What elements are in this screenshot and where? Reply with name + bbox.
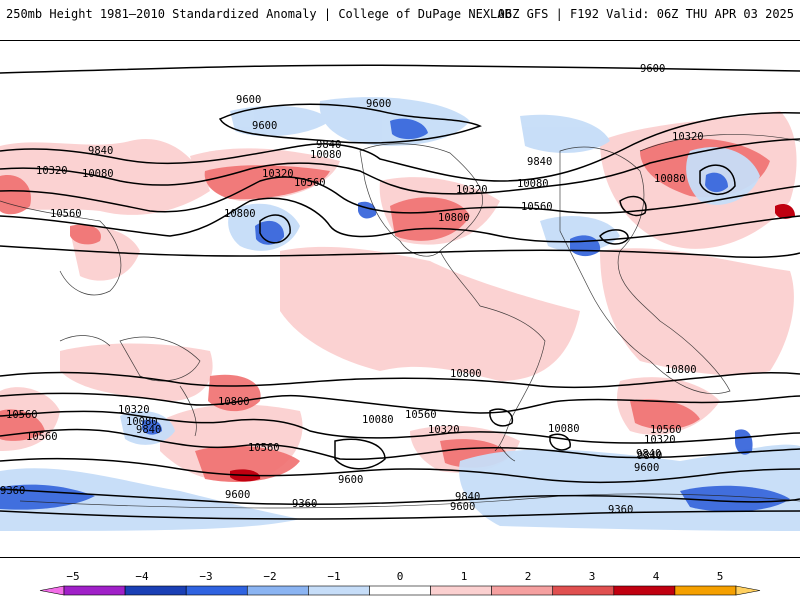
legend-tick-label: −2 <box>263 570 276 583</box>
legend-color-bar <box>39 585 761 596</box>
contour-label: 9600 <box>366 98 391 110</box>
legend-tick-label: −3 <box>199 570 212 583</box>
legend-svg: −5 −4 −3 −2 −1 0 1 2 3 4 5 <box>39 570 761 596</box>
contour-label: 10560 <box>294 177 326 189</box>
contour-label: 9840 <box>88 145 113 157</box>
contour-label: 10320 <box>36 165 68 177</box>
legend-swatch <box>552 585 615 596</box>
legend-swatch <box>613 585 676 596</box>
contour-label: 9840 <box>636 448 661 460</box>
contour-label: 9360 <box>292 498 317 510</box>
contour-label: 10080 <box>548 423 580 435</box>
legend-swatch <box>63 585 126 596</box>
height-contours <box>0 64 800 520</box>
legend-swatch <box>430 585 492 596</box>
legend-tick-label: 3 <box>589 570 596 583</box>
legend-swatch <box>185 585 248 596</box>
legend-tick-label: −5 <box>66 570 79 583</box>
legend-tick-label: −1 <box>327 570 340 583</box>
contour-label: 10080 <box>82 168 114 180</box>
contour-label: 9360 <box>0 485 25 497</box>
contour-label: 9600 <box>640 63 665 75</box>
contour-label: 9600 <box>450 501 475 513</box>
contour-label: 9600 <box>225 489 250 501</box>
contour-label: 9600 <box>252 120 277 132</box>
contour-label: 9600 <box>338 474 363 486</box>
legend-swatch <box>39 585 65 596</box>
legend-tick-label: 4 <box>653 570 660 583</box>
anomaly-map: 9600 9600 9600 9600 9840 9840 9840 10080… <box>0 40 800 558</box>
run-info: 06Z GFS | F192 Valid: 06Z THU APR 03 202… <box>497 7 794 21</box>
contour-label: 10800 <box>450 368 482 380</box>
contour-label: 9600 <box>236 94 261 106</box>
contour-label: 10560 <box>248 442 280 454</box>
legend-tick-label: 5 <box>717 570 724 583</box>
coastlines <box>0 134 800 509</box>
contour-label: 10080 <box>126 416 158 428</box>
contour-label: 10320 <box>428 424 460 436</box>
contour-label: 10560 <box>650 424 682 436</box>
contour-label: 10080 <box>310 149 342 161</box>
contour-labels: 9600 9600 9600 9600 9840 9840 9840 10080… <box>0 63 704 516</box>
legend-swatch <box>308 585 370 596</box>
legend-tick-label: −4 <box>135 570 149 583</box>
contour-label: 10800 <box>665 364 697 376</box>
header: 250mb Height 1981–2010 Standardized Anom… <box>0 0 800 40</box>
legend-swatch <box>491 585 554 596</box>
contour-label: 10560 <box>405 409 437 421</box>
legend-tick-label: 1 <box>461 570 468 583</box>
map-title: 250mb Height 1981–2010 Standardized Anom… <box>6 7 512 21</box>
contour-label: 10080 <box>517 178 549 190</box>
legend-tick-labels: −5 −4 −3 −2 −1 0 1 2 3 4 5 <box>66 570 723 583</box>
contour-label: 10320 <box>672 131 704 143</box>
contour-label: 10560 <box>521 201 553 213</box>
contour-label: 10800 <box>438 212 470 224</box>
legend-swatch <box>124 585 187 596</box>
contour-label: 10800 <box>218 396 250 408</box>
contour-label: 9600 <box>634 462 659 474</box>
contour-label: 9840 <box>527 156 552 168</box>
legend-tick-label: 2 <box>525 570 532 583</box>
color-legend: −5 −4 −3 −2 −1 0 1 2 3 4 5 <box>0 568 800 600</box>
contour-label: 9840 <box>455 491 480 503</box>
contour-label: 9840 <box>136 424 161 436</box>
contour-label: 10560 <box>50 208 82 220</box>
contour-label: 10080 <box>654 173 686 185</box>
legend-swatch <box>246 585 309 596</box>
legend-tick-label: 0 <box>397 570 404 583</box>
contour-label: 10320 <box>456 184 488 196</box>
contour-label: 10320 <box>262 168 294 180</box>
contour-label: 10320 <box>644 434 676 446</box>
legend-swatch <box>369 585 431 596</box>
map-svg: 9600 9600 9600 9600 9840 9840 9840 10080… <box>0 63 800 531</box>
contour-label: 9360 <box>608 504 633 516</box>
contour-label: 9840 <box>637 450 662 462</box>
contour-label: 10560 <box>26 431 58 443</box>
legend-swatch <box>735 585 761 596</box>
contour-label: 10320 <box>118 404 150 416</box>
contour-label: 9840 <box>316 139 341 151</box>
contour-label: 10560 <box>6 409 38 421</box>
legend-swatch <box>674 585 737 596</box>
contour-label: 10800 <box>224 208 256 220</box>
contour-label: 10080 <box>362 414 394 426</box>
